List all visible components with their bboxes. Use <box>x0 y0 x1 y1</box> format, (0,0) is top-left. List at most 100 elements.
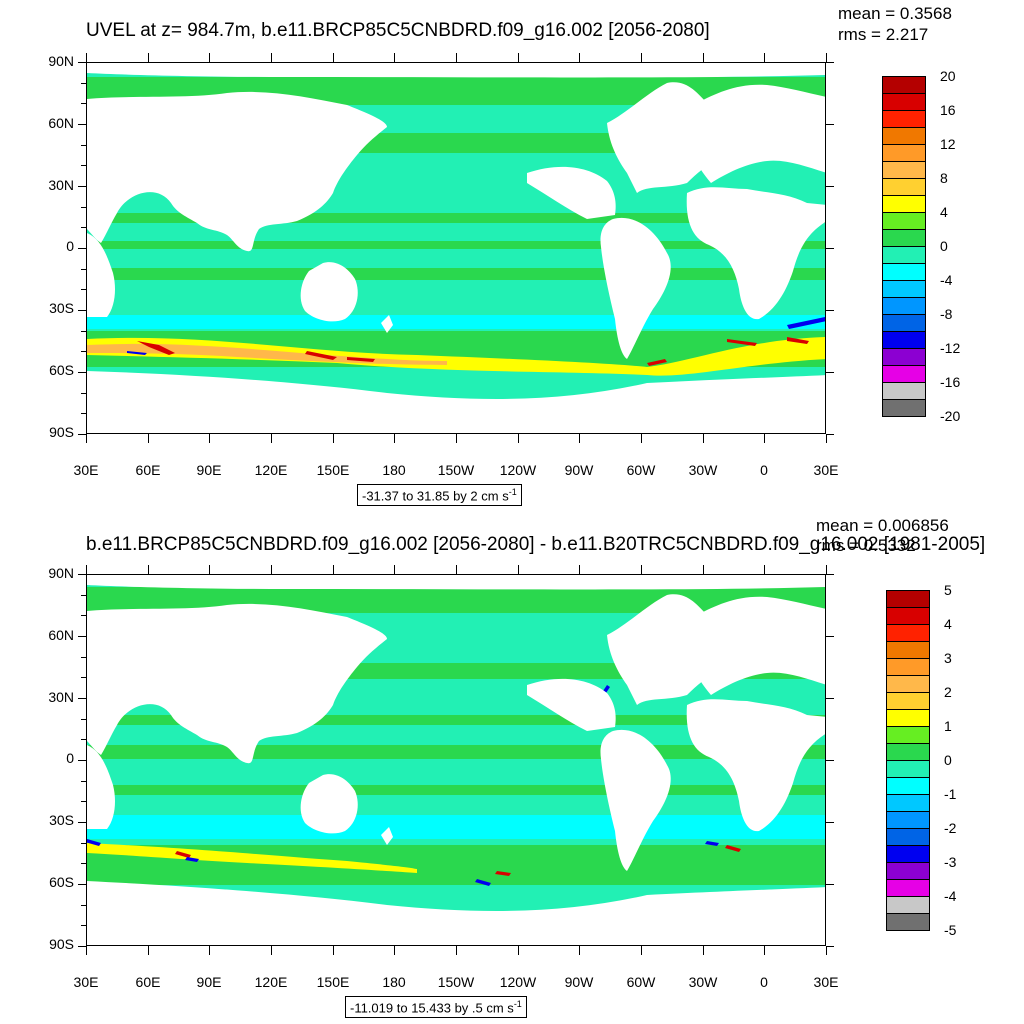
lat-tick <box>826 124 834 125</box>
lat-minor-tick <box>81 801 86 803</box>
colorbar-swatch <box>882 348 926 366</box>
lat-minor-tick <box>81 656 86 658</box>
colorbar-label: 20 <box>940 68 956 84</box>
colorbar-swatch <box>882 195 926 213</box>
range-text: -11.019 to 15.433 by .5 cm s <box>350 1000 514 1016</box>
lon-tick-label: 30W <box>688 462 718 478</box>
lon-tick-label: 60E <box>135 462 161 478</box>
lat-minor-tick <box>81 925 86 927</box>
lat-tick <box>826 574 834 575</box>
colorbar-swatch <box>882 76 926 94</box>
band-south-sub <box>87 268 825 280</box>
lon-tick-label: 180 <box>382 974 406 990</box>
colorbar-swatch <box>886 862 930 880</box>
lon-tick-label: 150W <box>437 974 475 990</box>
range-info-box: -11.019 to 15.433 by .5 cm s-1 <box>345 996 527 1019</box>
lat-tick-label: 30N <box>48 177 74 193</box>
lon-tick <box>641 946 642 955</box>
colorbar-swatch <box>886 794 930 812</box>
colorbar-label: 12 <box>940 136 956 152</box>
lon-tick <box>517 53 519 62</box>
lon-tick <box>147 565 149 574</box>
lat-minor-tick <box>81 268 86 270</box>
lat-tick <box>826 698 834 699</box>
south-america <box>600 729 671 871</box>
lat-tick <box>826 946 834 947</box>
band-south-mid <box>87 315 825 329</box>
lat-minor-tick <box>81 206 86 208</box>
band-equatorial-north <box>87 213 825 223</box>
lat-tick <box>826 636 834 637</box>
colorbar-swatch <box>882 297 926 315</box>
lat-tick <box>78 248 86 249</box>
lon-tick <box>147 946 149 955</box>
colorbar-label: 0 <box>940 238 948 254</box>
lat-minor-tick <box>81 677 86 679</box>
mean-stat: mean = 0.006856 <box>816 516 949 535</box>
map-title: b.e11.BRCP85C5CNBDRD.f09_g16.002 [2056-2… <box>86 534 986 555</box>
colorbar-swatch <box>886 845 930 863</box>
band-south-mid <box>87 815 825 839</box>
lat-minor-tick <box>81 351 86 353</box>
colorbar-swatch <box>886 675 930 693</box>
colorbar-swatch <box>882 331 926 349</box>
lon-tick <box>394 946 396 955</box>
colorbar-swatch <box>886 879 930 897</box>
colorbar-label: -12 <box>940 340 961 356</box>
colorbar-label: -4 <box>944 888 957 904</box>
lon-tick <box>394 53 396 62</box>
lat-minor-tick <box>81 289 86 291</box>
colorbar-label: -1 <box>944 786 957 802</box>
lon-tick <box>641 434 642 443</box>
lat-minor-tick <box>81 144 86 146</box>
lon-tick-label: 120E <box>254 974 288 990</box>
lat-tick <box>826 248 834 249</box>
lon-tick <box>517 565 519 574</box>
lon-tick <box>147 53 149 62</box>
map-panel-bottom: b.e11.BRCP85C5CNBDRD.f09_g16.002 [2056-2… <box>0 512 1024 1024</box>
lat-tick <box>78 698 86 699</box>
colorbar-label: -2 <box>944 820 957 836</box>
africa-west <box>686 699 825 832</box>
map-title: UVEL at z= 984.7m, b.e11.BRCP85C5CNBDRD.… <box>86 20 710 41</box>
colorbar-label: -16 <box>940 374 961 390</box>
lat-tick <box>78 310 86 311</box>
colorbar-label: -5 <box>944 922 957 938</box>
colorbar-label: 8 <box>940 170 948 186</box>
lon-tick <box>517 434 519 443</box>
lon-tick-label: 120E <box>254 462 288 478</box>
colorbar-swatch <box>882 399 926 417</box>
lon-tick-label: 90E <box>196 462 222 478</box>
antarctica <box>87 371 825 433</box>
lat-tick-label: 30N <box>48 689 74 705</box>
lon-tick <box>332 53 334 62</box>
colorbar-swatch <box>882 314 926 332</box>
africa-west <box>686 187 825 320</box>
lat-tick-label: 90S <box>49 936 74 952</box>
lon-tick <box>271 434 272 443</box>
central-america <box>527 166 616 219</box>
lon-tick <box>332 946 334 955</box>
lat-tick <box>826 822 834 823</box>
lat-tick <box>78 62 86 63</box>
lat-minor-tick <box>81 718 86 720</box>
colorbar-swatch <box>886 811 930 829</box>
europe <box>691 84 825 183</box>
colorbar-label: -4 <box>940 272 953 288</box>
lat-tick-label: 90S <box>49 424 74 440</box>
band-equatorial-north <box>87 715 825 725</box>
lat-tick <box>826 62 834 63</box>
colorbar-swatch <box>882 229 926 247</box>
lon-tick <box>764 565 766 574</box>
lat-minor-tick <box>81 863 86 865</box>
lon-tick-label: 0 <box>760 974 768 990</box>
lon-tick-label: 150W <box>437 462 475 478</box>
new-zealand <box>381 315 393 333</box>
lat-minor-tick <box>81 103 86 105</box>
range-exponent: -1 <box>513 999 522 1009</box>
band-equatorial <box>87 241 825 249</box>
lon-tick-label: 150E <box>316 974 350 990</box>
eurasia-africa <box>87 91 387 252</box>
lon-tick <box>271 946 272 955</box>
lat-tick <box>78 434 86 435</box>
